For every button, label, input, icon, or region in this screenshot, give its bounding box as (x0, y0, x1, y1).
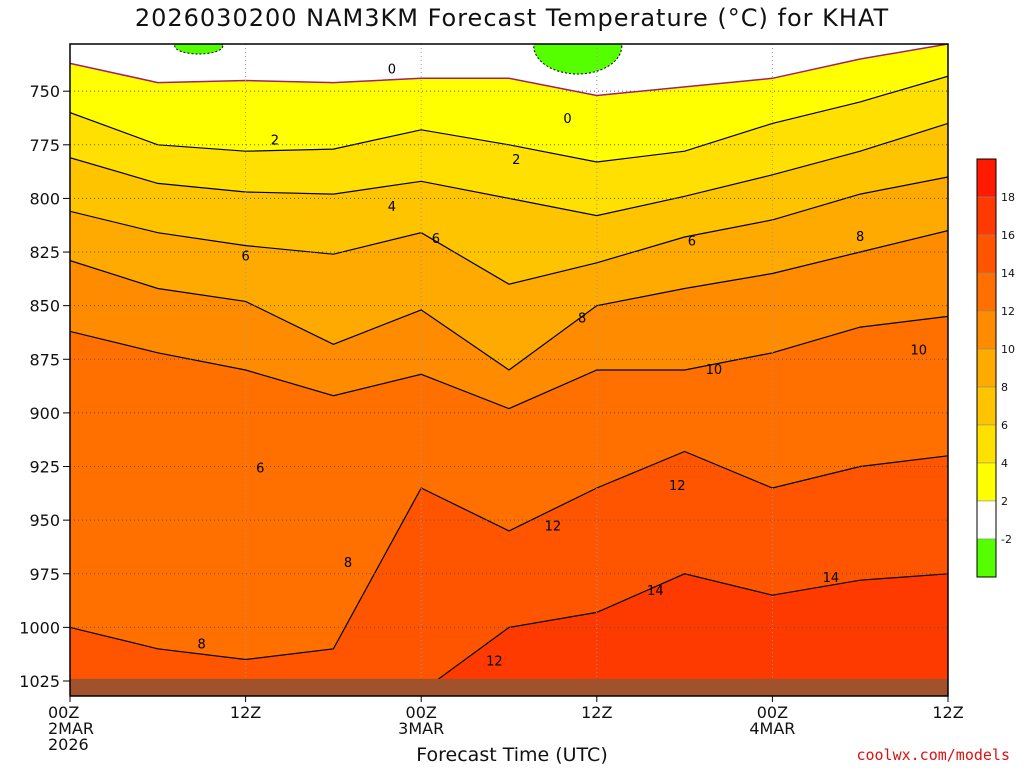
ground (70, 678, 948, 696)
contour-label-13: 12 (545, 520, 562, 535)
y-tick-label-5: 875 (29, 350, 60, 369)
contour-label-18: 8 (344, 556, 352, 571)
contour-6 (70, 176, 948, 285)
x-tick-label-0-0: 00Z (48, 703, 79, 722)
colorbar-label-0: 18 (1001, 191, 1015, 204)
contour-label-8: 8 (856, 230, 864, 245)
y-tick-label-9: 975 (29, 565, 60, 584)
contour-label-1: 0 (563, 112, 571, 127)
contour-label-3: 2 (512, 153, 520, 168)
contour-label-19: 8 (198, 638, 206, 653)
colorbar-swatch-4 (976, 310, 997, 350)
contour-label-6: 6 (432, 232, 440, 247)
colorbar-swatch-5 (976, 348, 997, 388)
colorbar-frame (976, 158, 997, 578)
x-axis-title: Forecast Time (UTC) (416, 744, 608, 766)
x-tick-label-1-0: 12Z (230, 703, 261, 722)
neg2-pocket-1 (174, 44, 224, 55)
colorbar-label-6: 6 (1001, 419, 1008, 432)
contour-label-7: 6 (688, 234, 696, 249)
x-tick-label-4-0: 00Z (757, 703, 788, 722)
y-tick-label-10: 1000 (19, 618, 60, 637)
contour-label-10: 10 (706, 363, 723, 378)
colorbar-swatch-7 (976, 424, 997, 464)
colorbar-swatch-2 (976, 234, 997, 274)
colorbar-label-8: 2 (1001, 495, 1008, 508)
contour-label-2: 2 (271, 134, 279, 149)
colorbar-label-3: 12 (1001, 305, 1015, 318)
grid-lines (70, 44, 948, 696)
colorbar-swatch-6 (976, 386, 997, 426)
y-tick-label-11: 1025 (19, 672, 60, 691)
contour-label-11: 10 (910, 344, 927, 359)
colorbar-label-4: 10 (1001, 343, 1015, 356)
contour-label-16: 14 (823, 571, 840, 586)
y-tick-label-7: 925 (29, 458, 60, 477)
colorbar-label-5: 8 (1001, 381, 1008, 394)
y-tick-label-6: 900 (29, 404, 60, 423)
colorbar-swatch-8 (976, 462, 997, 502)
contour-label-14: 12 (486, 655, 503, 670)
contour-label-17: 6 (256, 462, 264, 477)
x-tick-label-3-0: 12Z (581, 703, 612, 722)
contour-lines (70, 44, 948, 693)
y-tick-label-3: 825 (29, 243, 60, 262)
colorbar: 18 16 14 12 10 8 6 4 2 -2 (976, 158, 1015, 578)
chart-title: 2026030200 NAM3KM Forecast Temperature (… (134, 4, 890, 32)
contour-label-15: 14 (647, 584, 664, 599)
x-tick-label-5-0: 12Z (932, 703, 963, 722)
colorbar-label-9: -2 (1001, 533, 1012, 546)
contour-label-12: 12 (669, 479, 686, 494)
x-tick-label-0-1: 2MAR (48, 719, 94, 738)
colorbar-label-1: 16 (1001, 229, 1015, 242)
contour-4 (70, 122, 948, 217)
x-tick-label-2-1: 3MAR (398, 719, 444, 738)
y-tick-label-0: 750 (29, 82, 60, 101)
colorbar-label-7: 4 (1001, 457, 1008, 470)
x-tick-label-4-1: 4MAR (749, 719, 795, 738)
contour-labels: 0 0 2 2 4 6 6 6 8 8 10 10 12 12 12 14 14 6 8 8 (198, 63, 927, 670)
contour-label-9: 8 (578, 312, 586, 327)
x-tick-label-2-0: 00Z (406, 703, 437, 722)
contour-8 (70, 230, 948, 371)
contour-12 (70, 450, 948, 661)
band-14 (70, 573, 948, 696)
contour-0 (70, 44, 948, 97)
y-tick-label-8: 950 (29, 511, 60, 530)
ground-layer (70, 678, 948, 696)
y-tick-label-1: 775 (29, 136, 60, 155)
contour-label-4: 4 (388, 200, 396, 215)
x-tick-label-0-2: 2026 (48, 735, 89, 754)
colorbar-swatch-0 (976, 158, 997, 198)
temperature-bands (70, 44, 948, 696)
colorbar-label-2: 14 (1001, 267, 1015, 280)
site-credit: coolwx.com/models (856, 746, 1010, 764)
plot-frame (69, 43, 949, 697)
colorbar-swatch-1 (976, 196, 997, 236)
colorbar-swatch-10 (976, 538, 997, 578)
y-tick-label-4: 850 (29, 297, 60, 316)
colorbar-swatch-3 (976, 272, 997, 312)
contour-2 (70, 75, 948, 163)
neg2-pocket-2 (533, 44, 623, 75)
y-tick-label-2: 800 (29, 189, 60, 208)
y-axis: 750 775 800 825 850 875 900 925 950 975 1000 1025 (19, 82, 70, 691)
colorbar-swatch-9 (976, 500, 997, 540)
contour-10 (70, 315, 948, 410)
contour-label-5: 6 (241, 249, 249, 264)
contour-label-0: 0 (388, 63, 396, 78)
